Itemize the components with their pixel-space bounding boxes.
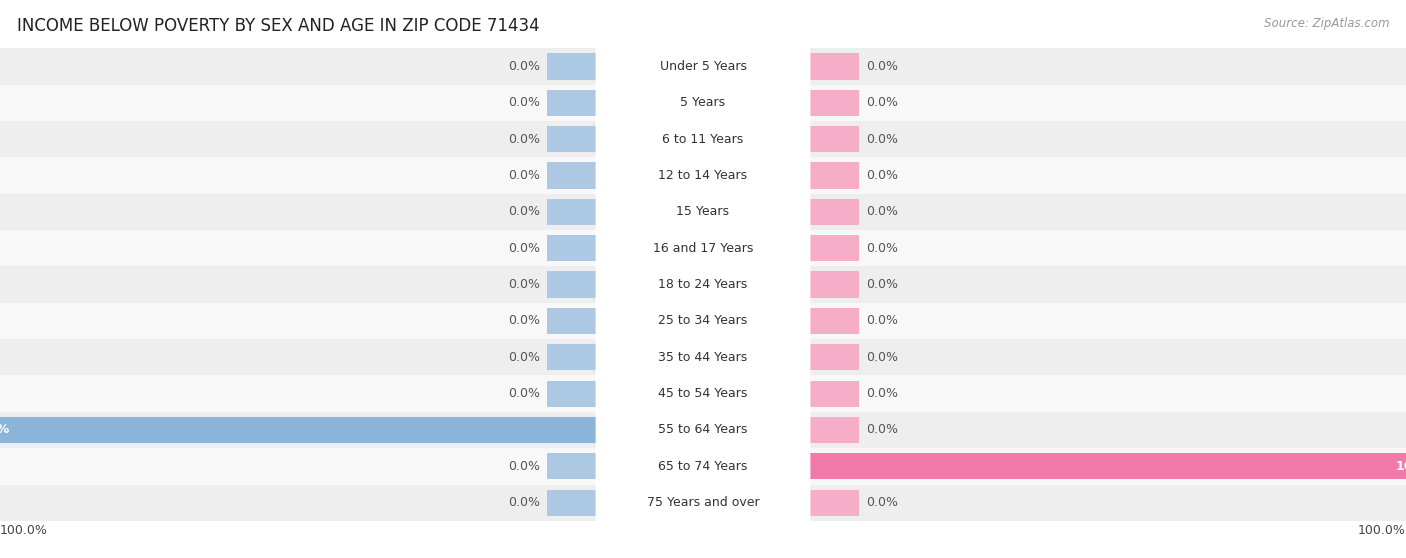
Bar bbox=[0, 266, 1406, 303]
Text: 5 Years: 5 Years bbox=[681, 97, 725, 109]
Bar bbox=[807, 308, 859, 334]
Bar bbox=[547, 272, 599, 297]
Bar bbox=[0, 121, 1406, 157]
Text: 55 to 64 Years: 55 to 64 Years bbox=[658, 424, 748, 436]
Text: 0.0%: 0.0% bbox=[508, 460, 540, 473]
Text: 0.0%: 0.0% bbox=[508, 169, 540, 182]
Bar bbox=[807, 235, 859, 261]
Text: 0.0%: 0.0% bbox=[866, 242, 898, 254]
Bar bbox=[547, 235, 599, 261]
Bar bbox=[0, 85, 1406, 121]
Text: 65 to 74 Years: 65 to 74 Years bbox=[658, 460, 748, 473]
Bar bbox=[0, 303, 1406, 339]
Bar bbox=[807, 417, 859, 443]
Text: 100.0%: 100.0% bbox=[1358, 524, 1406, 537]
FancyBboxPatch shape bbox=[596, 362, 810, 425]
Bar bbox=[547, 489, 599, 516]
Text: 0.0%: 0.0% bbox=[508, 278, 540, 291]
FancyBboxPatch shape bbox=[596, 326, 810, 388]
Bar bbox=[0, 339, 1406, 376]
Text: 100.0%: 100.0% bbox=[0, 524, 48, 537]
Text: 12 to 14 Years: 12 to 14 Years bbox=[658, 169, 748, 182]
Bar bbox=[547, 90, 599, 116]
FancyBboxPatch shape bbox=[596, 399, 810, 461]
Bar bbox=[807, 453, 1406, 479]
Bar bbox=[0, 49, 1406, 85]
Bar bbox=[0, 412, 1406, 448]
Bar bbox=[0, 376, 1406, 412]
Text: 0.0%: 0.0% bbox=[508, 205, 540, 218]
Text: 0.0%: 0.0% bbox=[508, 133, 540, 146]
Text: 0.0%: 0.0% bbox=[508, 387, 540, 400]
Bar bbox=[0, 448, 1406, 484]
Text: 75 Years and over: 75 Years and over bbox=[647, 496, 759, 509]
Text: 100.0%: 100.0% bbox=[0, 424, 10, 436]
Text: 15 Years: 15 Years bbox=[676, 205, 730, 218]
Text: 0.0%: 0.0% bbox=[866, 351, 898, 364]
Bar bbox=[0, 157, 1406, 194]
Text: 0.0%: 0.0% bbox=[508, 60, 540, 73]
FancyBboxPatch shape bbox=[596, 217, 810, 280]
FancyBboxPatch shape bbox=[596, 290, 810, 352]
Bar bbox=[807, 381, 859, 407]
Text: 25 to 34 Years: 25 to 34 Years bbox=[658, 315, 748, 328]
Text: 0.0%: 0.0% bbox=[508, 351, 540, 364]
Text: 6 to 11 Years: 6 to 11 Years bbox=[662, 133, 744, 146]
Text: 0.0%: 0.0% bbox=[866, 424, 898, 436]
Text: 0.0%: 0.0% bbox=[508, 496, 540, 509]
Bar bbox=[547, 308, 599, 334]
Bar bbox=[0, 194, 1406, 230]
FancyBboxPatch shape bbox=[596, 472, 810, 534]
FancyBboxPatch shape bbox=[596, 108, 810, 170]
Bar bbox=[547, 381, 599, 407]
FancyBboxPatch shape bbox=[596, 35, 810, 98]
Text: 0.0%: 0.0% bbox=[508, 97, 540, 109]
Text: 0.0%: 0.0% bbox=[866, 387, 898, 400]
Text: 0.0%: 0.0% bbox=[866, 205, 898, 218]
Text: 0.0%: 0.0% bbox=[508, 315, 540, 328]
Text: 18 to 24 Years: 18 to 24 Years bbox=[658, 278, 748, 291]
Text: Under 5 Years: Under 5 Years bbox=[659, 60, 747, 73]
Bar bbox=[0, 417, 599, 443]
Bar bbox=[807, 162, 859, 189]
Text: 45 to 54 Years: 45 to 54 Years bbox=[658, 387, 748, 400]
Text: 35 to 44 Years: 35 to 44 Years bbox=[658, 351, 748, 364]
Bar bbox=[807, 54, 859, 80]
Text: Source: ZipAtlas.com: Source: ZipAtlas.com bbox=[1264, 17, 1389, 30]
Text: 0.0%: 0.0% bbox=[866, 133, 898, 146]
Bar bbox=[807, 199, 859, 225]
Bar bbox=[807, 126, 859, 152]
Bar bbox=[547, 453, 599, 479]
Bar bbox=[547, 199, 599, 225]
Text: 0.0%: 0.0% bbox=[866, 97, 898, 109]
Bar bbox=[547, 344, 599, 371]
FancyBboxPatch shape bbox=[596, 145, 810, 207]
Bar bbox=[807, 272, 859, 297]
Text: 0.0%: 0.0% bbox=[866, 60, 898, 73]
Legend: Male, Female: Male, Female bbox=[627, 557, 779, 558]
Text: 16 and 17 Years: 16 and 17 Years bbox=[652, 242, 754, 254]
Bar bbox=[0, 230, 1406, 266]
FancyBboxPatch shape bbox=[596, 71, 810, 134]
FancyBboxPatch shape bbox=[596, 435, 810, 498]
Text: 0.0%: 0.0% bbox=[866, 169, 898, 182]
Text: 0.0%: 0.0% bbox=[508, 242, 540, 254]
Bar bbox=[547, 162, 599, 189]
Text: 100.0%: 100.0% bbox=[1396, 460, 1406, 473]
Bar bbox=[807, 344, 859, 371]
Bar bbox=[807, 90, 859, 116]
FancyBboxPatch shape bbox=[596, 253, 810, 316]
FancyBboxPatch shape bbox=[596, 181, 810, 243]
Bar bbox=[0, 484, 1406, 521]
Bar bbox=[807, 489, 859, 516]
Bar bbox=[547, 126, 599, 152]
Text: INCOME BELOW POVERTY BY SEX AND AGE IN ZIP CODE 71434: INCOME BELOW POVERTY BY SEX AND AGE IN Z… bbox=[17, 17, 540, 35]
Text: 0.0%: 0.0% bbox=[866, 278, 898, 291]
Text: 0.0%: 0.0% bbox=[866, 496, 898, 509]
Bar bbox=[547, 54, 599, 80]
Text: 0.0%: 0.0% bbox=[866, 315, 898, 328]
